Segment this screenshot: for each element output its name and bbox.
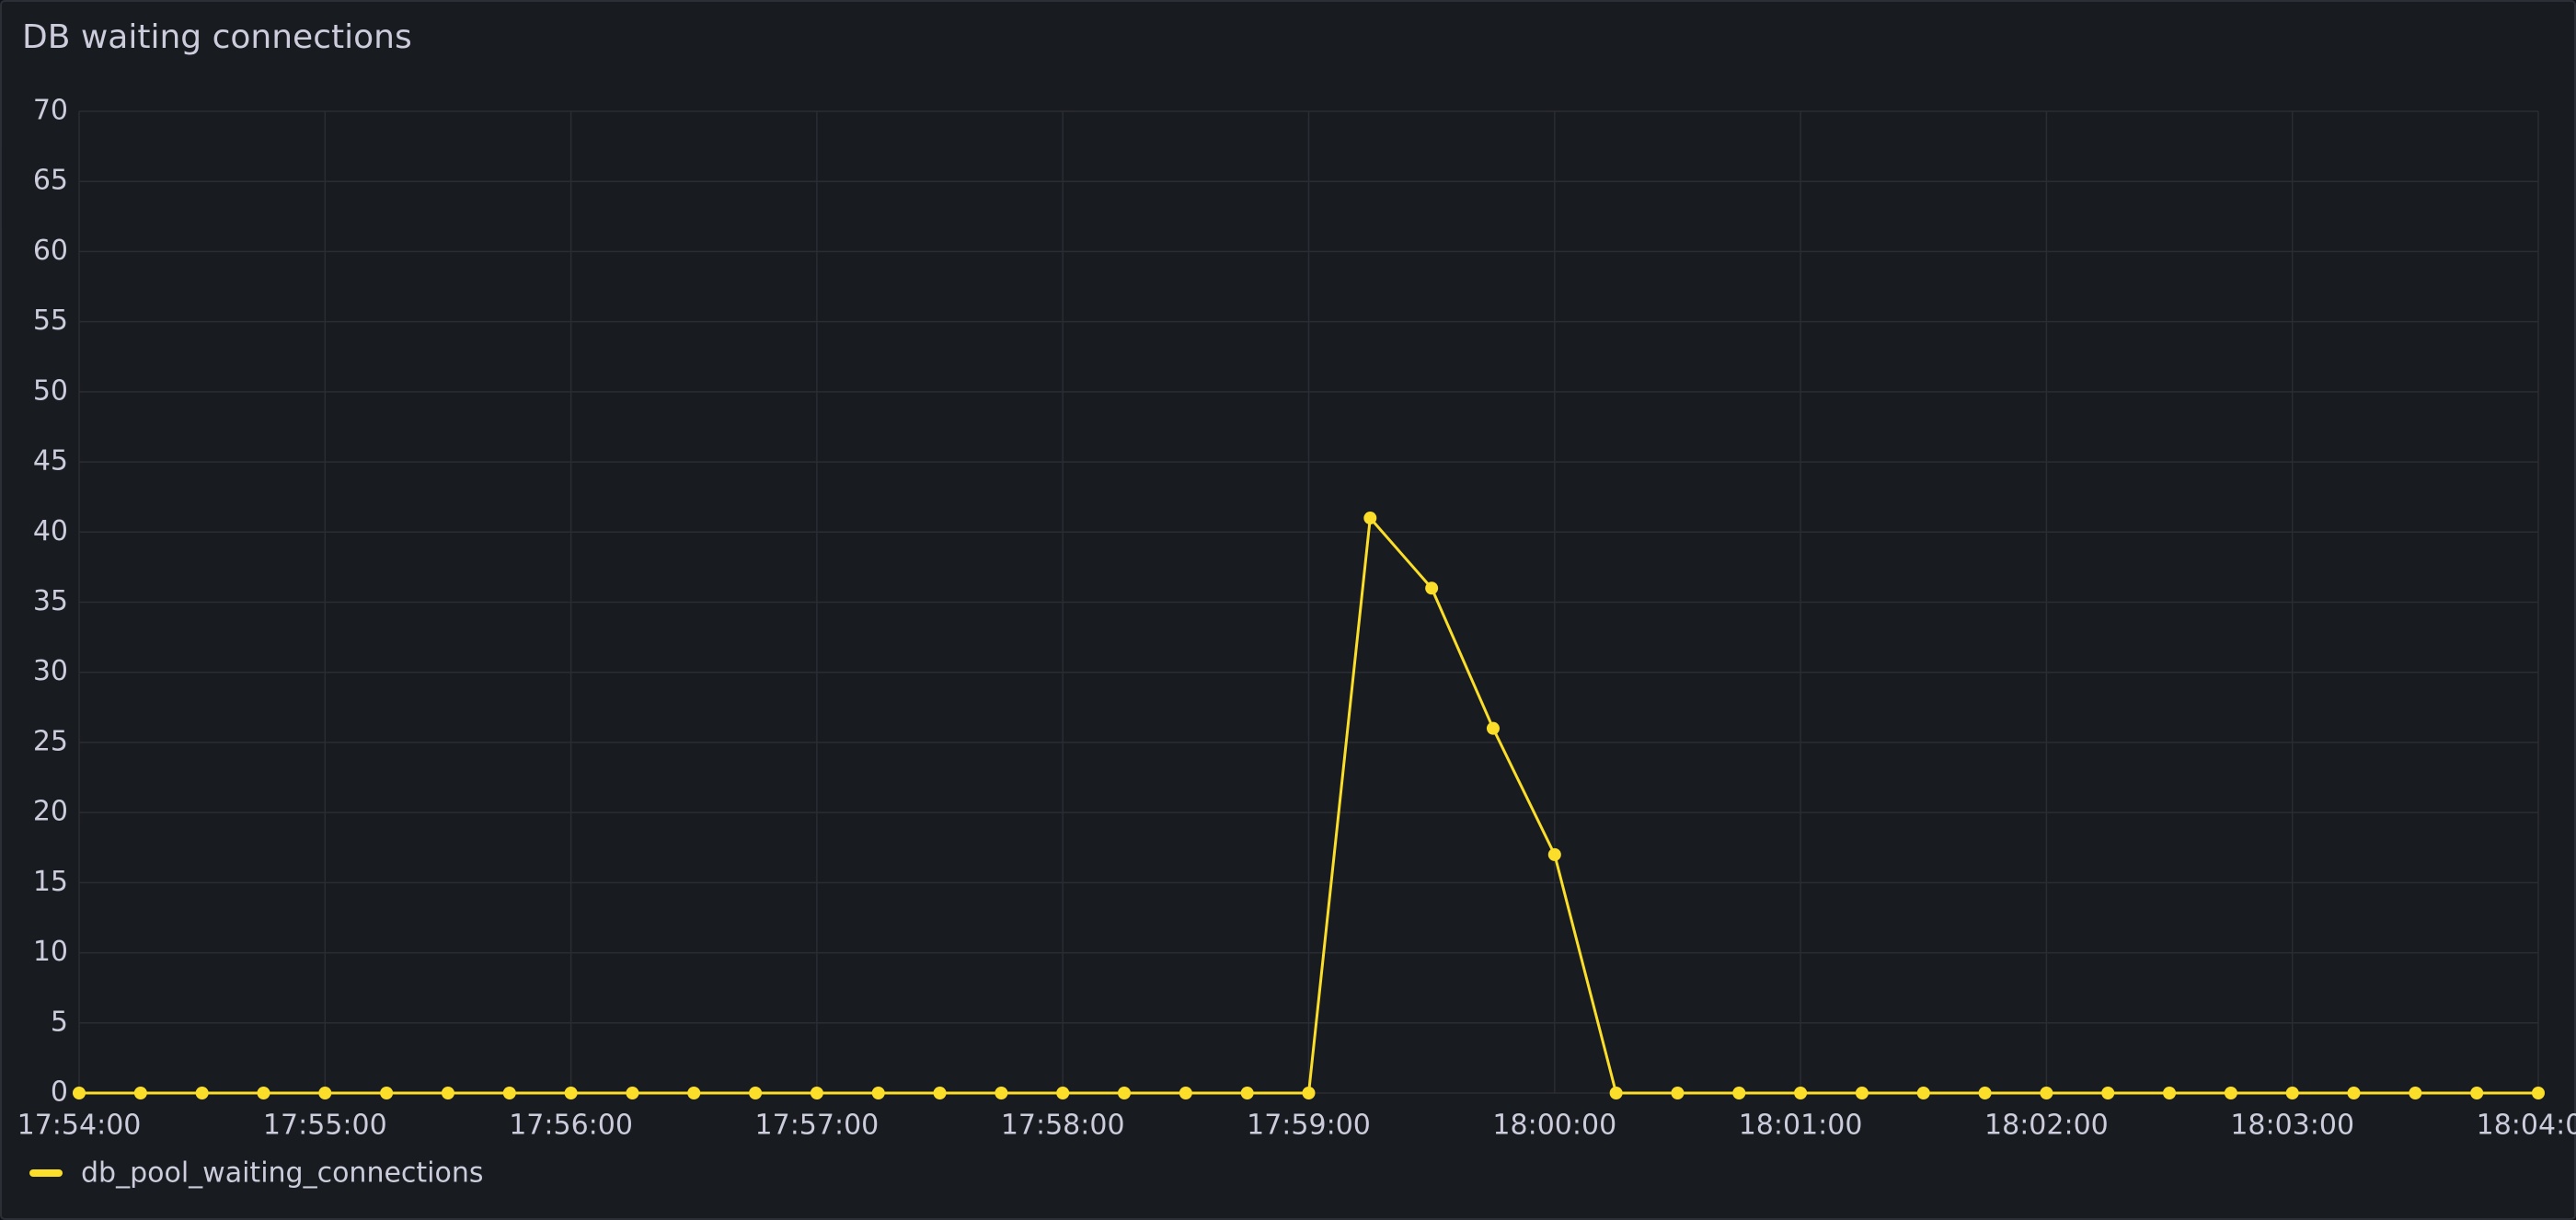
data-point — [687, 1087, 701, 1099]
data-point — [380, 1087, 394, 1099]
data-point — [626, 1087, 639, 1099]
x-tick-label: 17:57:00 — [755, 1110, 880, 1142]
data-point — [1240, 1087, 1254, 1099]
x-tick-label: 17:54:00 — [17, 1110, 142, 1142]
y-tick-label: 50 — [33, 374, 68, 407]
x-tick-label: 18:00:00 — [1492, 1110, 1616, 1142]
data-point — [257, 1087, 270, 1099]
data-point — [1486, 721, 1500, 735]
data-point — [2040, 1087, 2053, 1099]
y-tick-label: 45 — [33, 445, 68, 478]
x-tick-label: 17:59:00 — [1247, 1110, 1371, 1142]
y-tick-label: 70 — [33, 95, 68, 127]
data-point — [1056, 1087, 1070, 1099]
y-tick-label: 0 — [51, 1076, 68, 1109]
data-point — [1609, 1087, 1623, 1099]
data-point — [749, 1087, 763, 1099]
data-point — [2347, 1087, 2361, 1099]
y-tick-label: 55 — [33, 305, 68, 337]
data-point — [1978, 1087, 1992, 1099]
y-tick-label: 30 — [33, 655, 68, 687]
data-point — [871, 1087, 885, 1099]
data-point — [933, 1087, 947, 1099]
data-point — [1425, 581, 1439, 595]
y-tick-label: 20 — [33, 796, 68, 828]
data-point — [502, 1087, 516, 1099]
data-point — [1794, 1087, 1808, 1099]
x-tick-label: 18:04:00 — [2477, 1110, 2576, 1142]
data-point — [1671, 1087, 1685, 1099]
data-point — [1855, 1087, 1869, 1099]
data-point — [564, 1087, 578, 1099]
x-tick-label: 17:56:00 — [509, 1110, 633, 1142]
data-point — [73, 1087, 86, 1099]
y-tick-label: 35 — [33, 585, 68, 617]
y-tick-label: 5 — [51, 1006, 68, 1038]
data-point — [1363, 512, 1377, 525]
panel-title: DB waiting connections — [22, 18, 412, 56]
data-point — [1302, 1087, 1316, 1099]
y-tick-label: 15 — [33, 866, 68, 898]
data-point — [1732, 1087, 1746, 1099]
data-point — [195, 1087, 209, 1099]
x-tick-label: 17:58:00 — [1001, 1110, 1125, 1142]
data-point — [2285, 1087, 2299, 1099]
data-point — [2224, 1087, 2237, 1099]
y-tick-label: 25 — [33, 725, 68, 757]
x-tick-label: 18:03:00 — [2230, 1110, 2354, 1142]
legend-label: db_pool_waiting_connections — [81, 1157, 484, 1190]
data-point — [810, 1087, 823, 1099]
data-point — [2409, 1087, 2422, 1099]
data-point — [1179, 1087, 1192, 1099]
y-tick-label: 60 — [33, 235, 68, 267]
data-point — [1118, 1087, 1132, 1099]
data-point — [318, 1087, 332, 1099]
y-tick-label: 40 — [33, 515, 68, 547]
data-point — [2101, 1087, 2115, 1099]
y-tick-label: 65 — [33, 165, 68, 197]
y-tick-label: 10 — [33, 936, 68, 968]
x-tick-label: 18:01:00 — [1739, 1110, 1863, 1142]
data-point — [2163, 1087, 2177, 1099]
data-point — [1916, 1087, 1930, 1099]
x-tick-label: 17:55:00 — [263, 1110, 387, 1142]
data-point — [2532, 1087, 2545, 1099]
data-point — [441, 1087, 454, 1099]
data-point — [1547, 847, 1561, 861]
x-tick-label: 18:02:00 — [1984, 1110, 2109, 1142]
data-point — [995, 1087, 1008, 1099]
data-point — [2470, 1087, 2484, 1099]
data-point — [133, 1087, 147, 1099]
